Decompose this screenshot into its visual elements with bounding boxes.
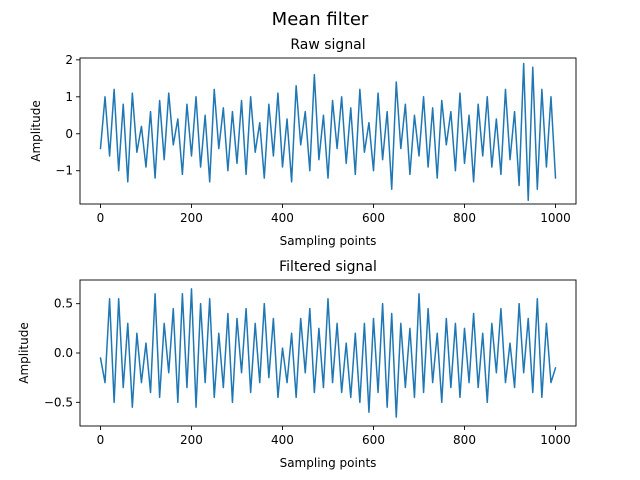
filtered-signal-x-tick-label: 0 bbox=[97, 433, 105, 447]
filtered-signal-x-ticks: 0 200 400 600 800 1000 bbox=[97, 426, 571, 447]
raw-signal-y-ticks: −1 0 1 2 bbox=[55, 53, 80, 178]
raw-signal-y-tick-label: 0 bbox=[65, 127, 73, 141]
raw-signal-x-tick-label: 200 bbox=[180, 211, 203, 225]
raw-signal-series-line bbox=[99, 62, 557, 202]
filtered-signal-y-tick-label: −0.5 bbox=[44, 395, 73, 409]
raw-signal-marks bbox=[99, 62, 557, 202]
raw-signal-ylabel: Amplitude bbox=[29, 100, 43, 162]
filtered-signal-x-tick-label: 200 bbox=[180, 433, 203, 447]
filtered-signal-x-tick-label: 400 bbox=[271, 433, 294, 447]
filtered-signal-x-tick-label: 800 bbox=[453, 433, 476, 447]
filtered-signal-series-line bbox=[99, 288, 557, 418]
filtered-signal-xlabel: Sampling points bbox=[280, 456, 377, 470]
raw-signal-x-tick-label: 0 bbox=[97, 211, 105, 225]
raw-signal-x-ticks: 0 200 400 600 800 1000 bbox=[97, 204, 571, 225]
filtered-signal-y-ticks: −0.5 0.0 0.5 bbox=[44, 297, 80, 409]
filtered-signal-title: Filtered signal bbox=[279, 259, 377, 275]
filtered-signal-x-tick-label: 600 bbox=[362, 433, 385, 447]
filtered-signal-x-tick-label: 1000 bbox=[540, 433, 571, 447]
raw-signal-xlabel: Sampling points bbox=[280, 234, 377, 248]
raw-signal-frame bbox=[79, 57, 577, 205]
raw-signal-axes: Raw signal 0 200 400 600 800 1000 −1 0 1 2 Sampl… bbox=[29, 37, 577, 248]
raw-signal-y-tick-label: 2 bbox=[65, 53, 73, 67]
filtered-signal-y-tick-label: 0.5 bbox=[54, 297, 73, 311]
raw-signal-y-tick-label: −1 bbox=[55, 164, 73, 178]
raw-signal-title: Raw signal bbox=[290, 37, 365, 53]
raw-signal-x-tick-label: 800 bbox=[453, 211, 476, 225]
figure-title: Mean filter bbox=[272, 9, 369, 30]
raw-signal-y-tick-label: 1 bbox=[65, 90, 73, 104]
filtered-signal-marks bbox=[99, 288, 557, 418]
filtered-signal-ylabel: Amplitude bbox=[17, 322, 31, 384]
filtered-signal-axes: Filtered signal 0 200 400 600 800 1000 −0.5 0.… bbox=[17, 259, 577, 470]
raw-signal-x-tick-label: 1000 bbox=[540, 211, 571, 225]
raw-signal-x-tick-label: 400 bbox=[271, 211, 294, 225]
raw-signal-x-tick-label: 600 bbox=[362, 211, 385, 225]
filtered-signal-y-tick-label: 0.0 bbox=[54, 346, 73, 360]
